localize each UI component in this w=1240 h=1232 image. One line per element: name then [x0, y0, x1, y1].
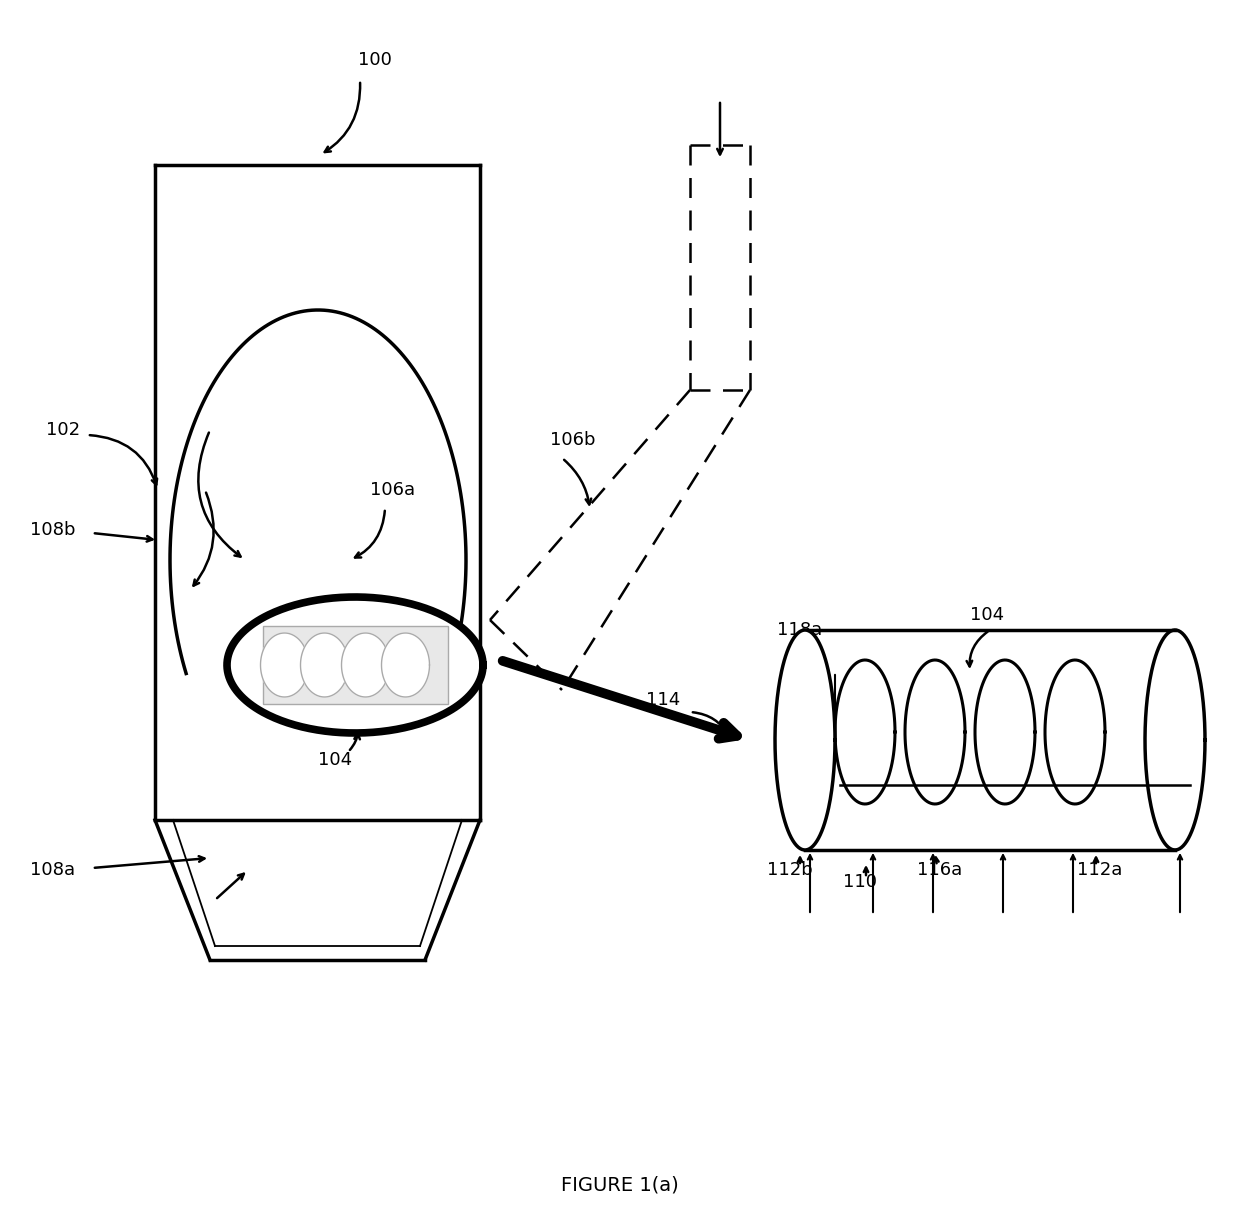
Text: 108a: 108a [30, 861, 74, 878]
Text: 104: 104 [317, 752, 352, 769]
Polygon shape [1145, 630, 1205, 850]
Text: 108b: 108b [30, 521, 74, 540]
Polygon shape [975, 660, 1035, 804]
Polygon shape [835, 660, 895, 804]
Polygon shape [382, 633, 429, 697]
Text: 116a: 116a [918, 861, 962, 878]
Text: 102: 102 [46, 421, 81, 439]
Polygon shape [300, 633, 348, 697]
Text: 114: 114 [646, 691, 680, 708]
Text: 110: 110 [843, 873, 877, 891]
Bar [263, 626, 448, 703]
Text: 112a: 112a [1078, 861, 1122, 878]
Text: 100: 100 [358, 51, 392, 69]
Text: 104: 104 [970, 606, 1004, 623]
Text: FIGURE 1(a): FIGURE 1(a) [562, 1175, 678, 1195]
Polygon shape [341, 633, 389, 697]
Polygon shape [260, 633, 309, 697]
Text: 112b: 112b [768, 861, 813, 878]
Text: 106b: 106b [551, 431, 595, 448]
Bar [805, 630, 1176, 850]
Polygon shape [905, 660, 965, 804]
Polygon shape [775, 630, 835, 850]
Text: 118a: 118a [777, 621, 822, 639]
Polygon shape [227, 598, 484, 733]
Polygon shape [1045, 660, 1105, 804]
Text: 106a: 106a [370, 480, 415, 499]
